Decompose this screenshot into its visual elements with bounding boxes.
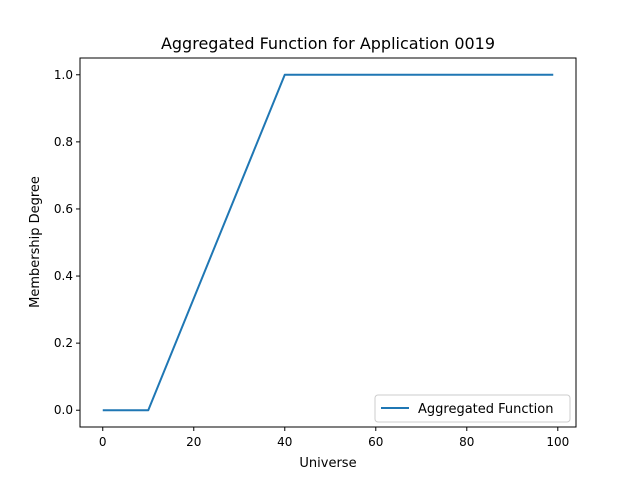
y-axis: 0.0 0.2 0.4 0.6 0.8 1.0 [54, 68, 80, 417]
legend-box [374, 394, 571, 423]
legend-label-aggregated-function: Aggregated Function [418, 402, 553, 417]
y-tick-label: 0.0 [54, 403, 73, 417]
y-tick-label: 0.8 [54, 135, 73, 149]
x-tick-label: 20 [186, 435, 201, 449]
x-tick-label: 100 [546, 435, 569, 449]
y-axis-label: Membership Degree [28, 176, 43, 308]
plot-area [79, 57, 577, 428]
series-layer [102, 73, 554, 412]
x-tick-label: 60 [368, 435, 383, 449]
x-axis-label: Universe [299, 456, 356, 471]
series-line-aggregated-function [102, 73, 554, 412]
y-tick-label: 0.4 [54, 269, 73, 283]
y-tick-label: 0.6 [54, 202, 73, 216]
y-tick-label: 1.0 [54, 68, 73, 82]
legend: Aggregated Function [374, 394, 571, 423]
x-tick-label: 40 [277, 435, 292, 449]
x-axis: 0 20 40 60 80 100 [99, 427, 569, 449]
y-tick-label: 0.2 [54, 336, 73, 350]
x-tick-label: 0 [99, 435, 107, 449]
chart-title: Aggregated Function for Application 0019 [161, 34, 495, 53]
axes-frame [79, 57, 577, 428]
x-tick-label: 80 [459, 435, 474, 449]
